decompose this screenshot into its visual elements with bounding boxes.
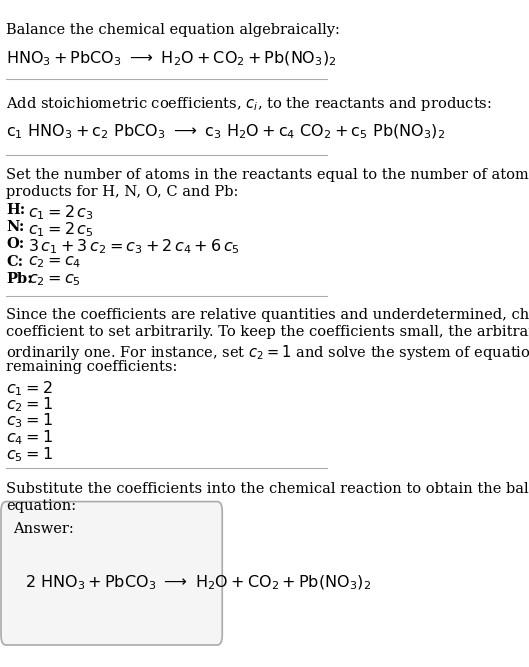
FancyBboxPatch shape: [1, 502, 222, 645]
Text: Add stoichiometric coefficients, $c_i$, to the reactants and products:: Add stoichiometric coefficients, $c_i$, …: [6, 95, 492, 113]
Text: Since the coefficients are relative quantities and underdetermined, choose a: Since the coefficients are relative quan…: [6, 308, 529, 322]
Text: $c_3 = 1$: $c_3 = 1$: [6, 412, 53, 430]
Text: $c_2 = 1$: $c_2 = 1$: [6, 395, 53, 414]
Text: Answer:: Answer:: [13, 522, 74, 536]
Text: $c_2 = c_4$: $c_2 = c_4$: [28, 255, 81, 271]
Text: $\mathrm{2\ HNO_3 + PbCO_3 \ \longrightarrow \ H_2O + CO_2 + Pb(NO_3)_2}$: $\mathrm{2\ HNO_3 + PbCO_3 \ \longrighta…: [25, 574, 371, 592]
Text: $c_4 = 1$: $c_4 = 1$: [6, 428, 53, 447]
Text: $c_2 = c_5$: $c_2 = c_5$: [28, 272, 81, 288]
Text: Pb:: Pb:: [6, 272, 33, 286]
Text: $c_1 = 2$: $c_1 = 2$: [6, 379, 52, 398]
Text: H:: H:: [6, 203, 25, 217]
Text: O:: O:: [6, 237, 24, 251]
Text: Substitute the coefficients into the chemical reaction to obtain the balanced: Substitute the coefficients into the che…: [6, 482, 529, 496]
Text: equation:: equation:: [6, 499, 76, 513]
Text: Balance the chemical equation algebraically:: Balance the chemical equation algebraica…: [6, 23, 340, 37]
Text: Set the number of atoms in the reactants equal to the number of atoms in the: Set the number of atoms in the reactants…: [6, 168, 529, 182]
Text: C:: C:: [6, 255, 23, 269]
Text: $\mathrm{c_1 \ HNO_3 + c_2 \ PbCO_3 \ \longrightarrow \ c_3 \ H_2O + c_4 \ CO_2 : $\mathrm{c_1 \ HNO_3 + c_2 \ PbCO_3 \ \l…: [6, 123, 445, 141]
Text: $\mathrm{HNO_3 + PbCO_3 \ \longrightarrow \ H_2O + CO_2 + Pb(NO_3)_2}$: $\mathrm{HNO_3 + PbCO_3 \ \longrightarro…: [6, 50, 336, 69]
Text: N:: N:: [6, 220, 24, 234]
Text: products for H, N, O, C and Pb:: products for H, N, O, C and Pb:: [6, 185, 239, 199]
Text: ordinarily one. For instance, set $c_2 = 1$ and solve the system of equations fo: ordinarily one. For instance, set $c_2 =…: [6, 343, 529, 362]
Text: remaining coefficients:: remaining coefficients:: [6, 360, 177, 374]
Text: coefficient to set arbitrarily. To keep the coefficients small, the arbitrary va: coefficient to set arbitrarily. To keep …: [6, 325, 529, 340]
Text: $c_1 = 2\,c_3$: $c_1 = 2\,c_3$: [28, 203, 94, 222]
Text: $c_1 = 2\,c_5$: $c_1 = 2\,c_5$: [28, 220, 94, 239]
Text: $3\,c_1 + 3\,c_2 = c_3 + 2\,c_4 + 6\,c_5$: $3\,c_1 + 3\,c_2 = c_3 + 2\,c_4 + 6\,c_5…: [28, 237, 240, 256]
Text: $c_5 = 1$: $c_5 = 1$: [6, 445, 53, 464]
